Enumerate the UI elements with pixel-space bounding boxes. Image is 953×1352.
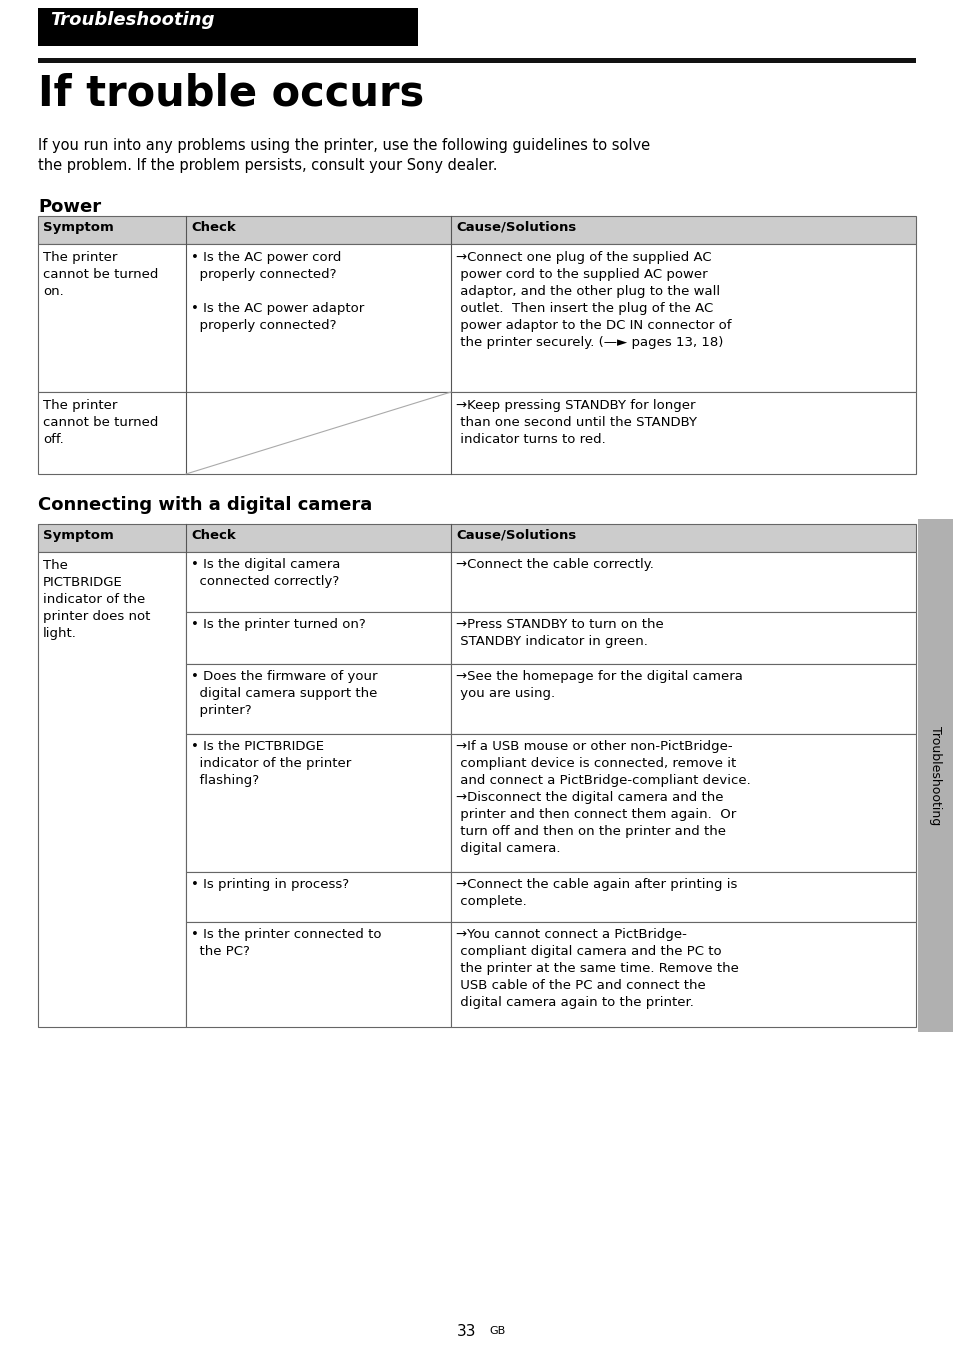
Bar <box>451 552 915 612</box>
Bar <box>38 525 915 552</box>
Bar <box>38 392 915 475</box>
Bar <box>917 519 953 1032</box>
Text: Troubleshooting: Troubleshooting <box>50 11 214 28</box>
Bar <box>38 58 915 64</box>
Bar <box>38 216 915 243</box>
Text: Troubleshooting: Troubleshooting <box>928 726 942 825</box>
Text: →Press STANDBY to turn on the
 STANDBY indicator in green.: →Press STANDBY to turn on the STANDBY in… <box>456 618 663 648</box>
Text: Check: Check <box>191 529 235 542</box>
Text: →See the homepage for the digital camera
 you are using.: →See the homepage for the digital camera… <box>456 671 742 700</box>
Text: Cause/Solutions: Cause/Solutions <box>456 220 576 234</box>
Bar <box>451 734 915 872</box>
Text: Check: Check <box>191 220 235 234</box>
Bar <box>451 612 915 664</box>
Text: • Is the PICTBRIDGE
  indicator of the printer
  flashing?: • Is the PICTBRIDGE indicator of the pri… <box>191 740 351 787</box>
Bar <box>186 734 451 872</box>
Text: Cause/Solutions: Cause/Solutions <box>456 529 576 542</box>
Text: • Is the printer connected to
  the PC?: • Is the printer connected to the PC? <box>191 927 381 959</box>
Text: The printer
cannot be turned
on.: The printer cannot be turned on. <box>43 251 158 297</box>
Text: 33: 33 <box>456 1324 476 1338</box>
Text: The
PICTBRIDGE
indicator of the
printer does not
light.: The PICTBRIDGE indicator of the printer … <box>43 558 151 639</box>
Text: →If a USB mouse or other non-PictBridge-
 compliant device is connected, remove : →If a USB mouse or other non-PictBridge-… <box>456 740 750 854</box>
Text: • Does the firmware of your
  digital camera support the
  printer?: • Does the firmware of your digital came… <box>191 671 377 717</box>
Bar <box>186 552 451 612</box>
Bar <box>38 552 186 1028</box>
Text: • Is printing in process?: • Is printing in process? <box>191 877 349 891</box>
Bar <box>186 612 451 664</box>
Text: If you run into any problems using the printer, use the following guidelines to : If you run into any problems using the p… <box>38 138 649 173</box>
Text: GB: GB <box>489 1326 505 1336</box>
Bar <box>451 872 915 922</box>
Text: If trouble occurs: If trouble occurs <box>38 72 424 114</box>
Text: →You cannot connect a PictBridge-
 compliant digital camera and the PC to
 the p: →You cannot connect a PictBridge- compli… <box>456 927 739 1009</box>
Text: →Connect the cable correctly.: →Connect the cable correctly. <box>456 558 653 571</box>
Text: • Is the AC power cord
  properly connected?

• Is the AC power adaptor
  proper: • Is the AC power cord properly connecte… <box>191 251 364 333</box>
Bar <box>451 664 915 734</box>
Text: The printer
cannot be turned
off.: The printer cannot be turned off. <box>43 399 158 446</box>
Text: Symptom: Symptom <box>43 220 113 234</box>
Text: • Is the digital camera
  connected correctly?: • Is the digital camera connected correc… <box>191 558 340 588</box>
Text: Symptom: Symptom <box>43 529 113 542</box>
Bar <box>38 8 417 46</box>
Text: • Is the printer turned on?: • Is the printer turned on? <box>191 618 365 631</box>
Text: →Keep pressing STANDBY for longer
 than one second until the STANDBY
 indicator : →Keep pressing STANDBY for longer than o… <box>456 399 697 446</box>
Text: Connecting with a digital camera: Connecting with a digital camera <box>38 496 372 514</box>
Text: →Connect one plug of the supplied AC
 power cord to the supplied AC power
 adapt: →Connect one plug of the supplied AC pow… <box>456 251 731 349</box>
Text: →Connect the cable again after printing is
 complete.: →Connect the cable again after printing … <box>456 877 737 909</box>
Text: Power: Power <box>38 197 101 216</box>
Bar <box>451 922 915 1028</box>
Bar <box>186 664 451 734</box>
Bar <box>186 922 451 1028</box>
Bar <box>186 872 451 922</box>
Bar <box>38 243 915 392</box>
